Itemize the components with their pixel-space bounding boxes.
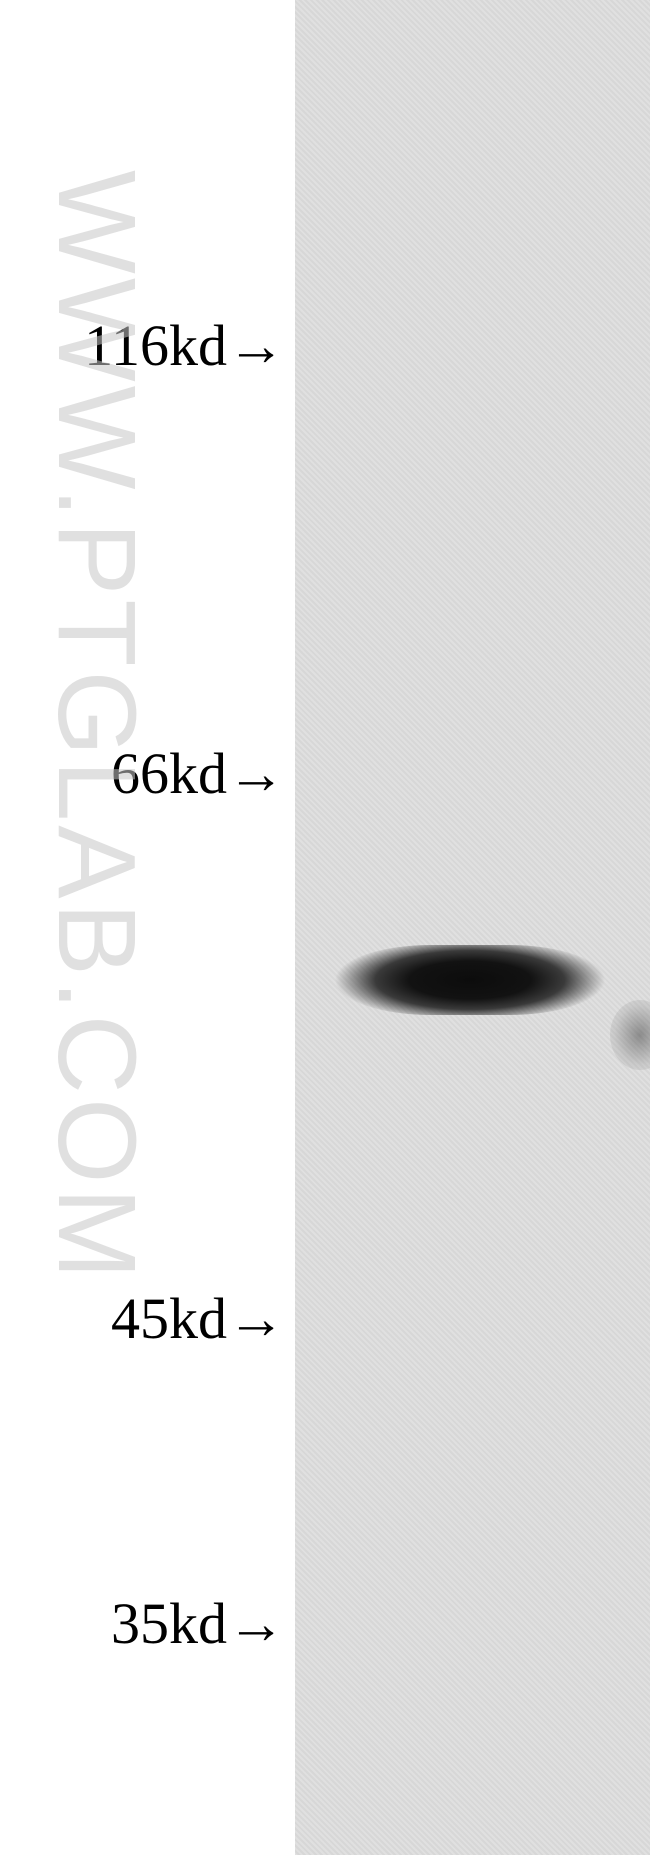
arrow-icon: → [227,1591,285,1656]
marker-label-text: 35kd [111,1591,227,1656]
marker-35kd: 35kd→ [111,1590,285,1657]
arrow-icon: → [227,1286,285,1351]
protein-band [335,945,605,1015]
marker-66kd: 66kd→ [111,740,285,807]
marker-116kd: 116kd→ [84,312,285,379]
marker-label-text: 66kd [111,741,227,806]
arrow-icon: → [227,741,285,806]
marker-label-text: 45kd [111,1286,227,1351]
marker-label-text: 116kd [84,313,227,378]
marker-45kd: 45kd→ [111,1285,285,1352]
arrow-icon: → [227,313,285,378]
western-blot-lane [295,0,650,1855]
